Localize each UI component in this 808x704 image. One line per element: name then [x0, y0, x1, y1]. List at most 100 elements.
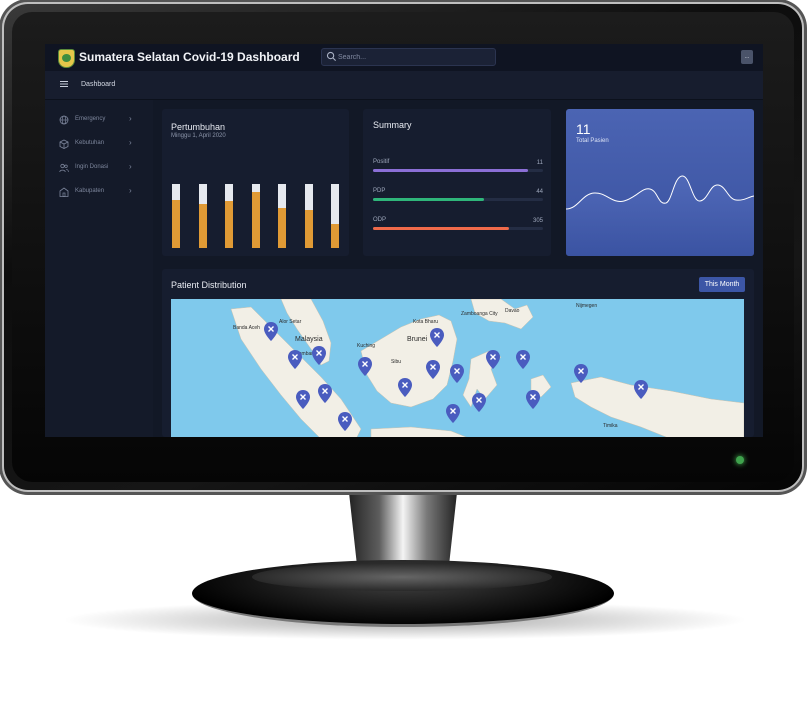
map-marker-icon[interactable] [446, 404, 460, 423]
growth-bar-5 [278, 184, 286, 248]
map-marker-icon[interactable] [318, 384, 332, 403]
map-marker-icon[interactable] [516, 350, 530, 369]
map-label-brunei: Brunei [407, 336, 428, 343]
growth-bar-4 [251, 184, 260, 248]
power-led [736, 456, 744, 464]
growth-bar-2 [198, 184, 207, 248]
sidebar-item-label: Ingin Donasi [75, 164, 109, 170]
total-patients-label: Total Pasien [576, 138, 609, 144]
growth-bar-fill [331, 223, 339, 248]
map-label-zamboanga: Zamboanga City [461, 311, 498, 317]
screen: Sumatera Selatan Covid-19 Dashboard ... … [45, 44, 763, 437]
search-box[interactable] [321, 48, 496, 66]
chevron-right-icon: › [129, 138, 132, 147]
chevron-right-icon: › [129, 162, 132, 171]
hamburger-menu-icon[interactable] [60, 81, 68, 87]
progress-track-positif [373, 169, 543, 172]
progress-label-positif: Positif [373, 159, 390, 165]
sidebar-item-label: Kabupaten [75, 188, 105, 194]
growth-bar-7 [331, 184, 339, 248]
progress-track-odp [373, 227, 543, 230]
progress-value-odp: 305 [532, 218, 543, 224]
logo-emblem [62, 54, 71, 62]
nav-bar: Dashboard [45, 71, 763, 100]
top-bar: Sumatera Selatan Covid-19 Dashboard ... [45, 44, 763, 71]
map-card-title: Patient Distribution [171, 280, 247, 290]
map-marker-icon[interactable] [486, 350, 500, 369]
map-label-sibu: Sibu [391, 359, 402, 365]
map-marker-icon[interactable] [634, 380, 648, 399]
growth-card-title: Pertumbuhan [171, 122, 226, 132]
progress-label-odp: ODP [373, 217, 387, 223]
growth-bar-3 [225, 184, 233, 248]
growth-bar-6 [304, 184, 313, 248]
map-marker-icon[interactable] [296, 390, 310, 409]
sidebar-item-kabupaten[interactable]: Kabupaten › [59, 186, 139, 200]
chevron-right-icon: › [129, 186, 132, 195]
progress-label-pdp: PDP [373, 188, 386, 194]
search-input[interactable] [338, 50, 488, 64]
total-patients-value: 11 [576, 121, 591, 137]
logo-icon [58, 49, 75, 68]
growth-bar-fill [304, 209, 313, 248]
map-label-banda-aceh: Banda Aceh [233, 325, 260, 331]
total-patients-sparkline [566, 175, 754, 256]
total-patients-card: 11 Total Pasien [566, 109, 754, 256]
box-icon [59, 139, 69, 149]
search-icon [326, 51, 337, 62]
growth-bar-fill [172, 200, 180, 248]
growth-card: Pertumbuhan Minggu 1, April 2020 [162, 109, 349, 256]
progress-track-pdp [373, 198, 543, 201]
monitor-stand-base-top [252, 563, 552, 591]
summary-card-title: Summary [373, 120, 412, 130]
sidebar-item-label: Emergency [75, 116, 106, 122]
map-marker-icon[interactable] [430, 328, 444, 347]
progress-fill-positif [373, 169, 528, 172]
sidebar-item-kebutuhan[interactable]: Kebutuhan › [59, 138, 139, 152]
building-icon [59, 187, 69, 197]
growth-bar-fill [251, 191, 260, 248]
map-marker-icon[interactable] [574, 364, 588, 383]
map-label-seremban: Seremban [291, 351, 315, 357]
map-marker-icon[interactable] [398, 378, 412, 397]
map-label-timika: Timika [603, 423, 618, 429]
sidebar-item-emergency[interactable]: Emergency › [59, 114, 139, 128]
summary-card: Summary Positif 11 PDP 44 ODP 305 [363, 109, 551, 256]
growth-bar-fill [278, 208, 286, 248]
map-marker-icon[interactable] [288, 350, 302, 369]
progress-fill-odp [373, 227, 509, 230]
progress-fill-pdp [373, 198, 484, 201]
this-month-button[interactable]: This Month [699, 277, 745, 292]
map-marker-icon[interactable] [312, 346, 326, 365]
map-label-malaysia: Malaysia [295, 336, 323, 343]
sidebar: Emergency › Kebutuhan › Ingin Donasi › K… [45, 100, 153, 437]
sidebar-item-ingin-donasi[interactable]: Ingin Donasi › [59, 162, 139, 176]
map-marker-icon[interactable] [338, 412, 352, 431]
sidebar-item-label: Kebutuhan [75, 140, 105, 146]
patient-distribution-card: Patient Distribution This Month [162, 269, 754, 437]
map-label-alor-setar: Alor Setar [279, 319, 302, 325]
map-marker-icon[interactable] [526, 390, 540, 409]
breadcrumb[interactable]: Dashboard [81, 81, 116, 88]
globe-icon [59, 115, 69, 125]
growth-card-subtitle: Minggu 1, April 2020 [171, 133, 226, 139]
chevron-right-icon: › [129, 114, 132, 123]
user-menu-button[interactable]: ... [741, 50, 753, 64]
map-label-davao: Davao [505, 308, 520, 314]
growth-bar-1 [172, 184, 180, 248]
map-marker-icon[interactable] [450, 364, 464, 383]
patient-map[interactable]: Banda Aceh Alor Setar Kota Bharu Malaysi… [171, 299, 744, 437]
map-label-nijmegen: Nijmegen [576, 303, 598, 309]
growth-bar-fill [225, 201, 233, 248]
app-title: Sumatera Selatan Covid-19 Dashboard [79, 50, 300, 64]
map-label-kuching: Kuching [357, 343, 376, 349]
map-marker-icon[interactable] [426, 360, 440, 379]
map-marker-icon[interactable] [472, 393, 486, 412]
map-marker-icon[interactable] [264, 322, 278, 341]
users-icon [59, 163, 69, 173]
map-label-kota-bharu: Kota Bharu [413, 319, 439, 325]
progress-value-pdp: 44 [536, 189, 543, 195]
progress-value-positif: 11 [536, 160, 543, 166]
map-marker-icon[interactable] [358, 357, 372, 376]
growth-bar-fill [198, 204, 207, 248]
